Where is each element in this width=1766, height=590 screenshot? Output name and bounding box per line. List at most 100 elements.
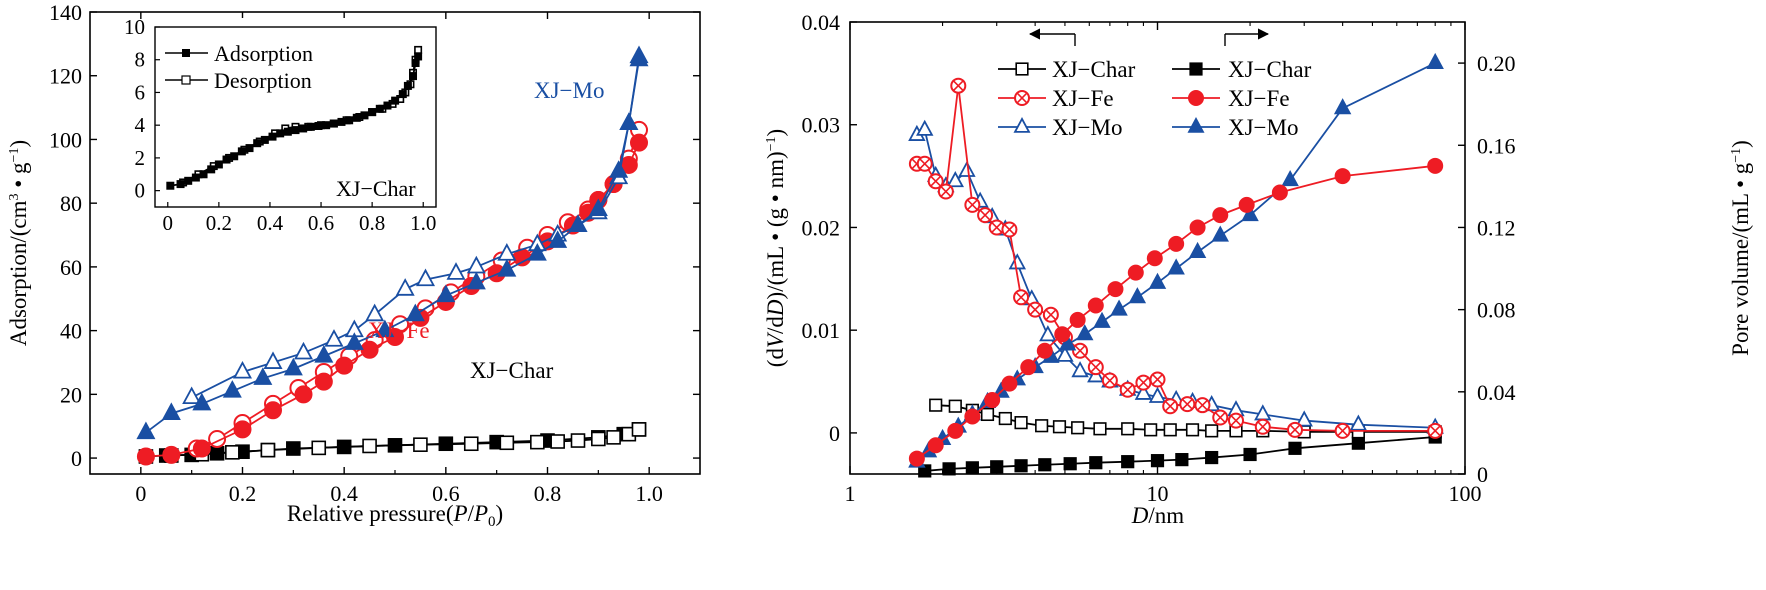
inset-legend-desorption: Desorption bbox=[214, 68, 312, 93]
right-char-dVdD-point-3 bbox=[980, 407, 995, 422]
right-mo-porevolume-point-20 bbox=[1281, 170, 1299, 187]
left-mo-adsorption-point-5 bbox=[283, 357, 303, 376]
left-char-desorption-point-2 bbox=[225, 445, 240, 460]
right-y-tick-label: 0 bbox=[829, 421, 840, 446]
inset-adsorption-point-26 bbox=[368, 108, 377, 117]
left-mo-adsorption-point-18 bbox=[619, 112, 639, 131]
inset-adsorption-point-1 bbox=[176, 180, 185, 189]
right-mo-dVdD-point-18 bbox=[1148, 386, 1167, 403]
left-mo-adsorption-point-4 bbox=[253, 367, 273, 385]
right-fe-porevolume-point-15 bbox=[1189, 219, 1206, 236]
right-fe-dVdD-point-3-cross bbox=[940, 186, 952, 197]
right-char-dVdD-point-12 bbox=[1163, 423, 1177, 437]
left-mo-adsorption-point-2 bbox=[192, 392, 212, 411]
inset-adsorption-point-8 bbox=[230, 152, 239, 161]
right-y-axis-label: (dV/dD)/(mL • (g • nm)−1) bbox=[763, 129, 788, 367]
right-fe-dVdD-point-2-cross bbox=[930, 175, 942, 187]
right-mo-dVdD-point-4 bbox=[946, 171, 965, 188]
right-fe-porevolume-point-18 bbox=[1271, 184, 1288, 201]
left-x-tick-label: 0.8 bbox=[534, 481, 562, 506]
right-fe-porevolume-point-7 bbox=[1036, 342, 1053, 359]
inset-adsorption-point-5 bbox=[207, 165, 216, 174]
right-char-dVdD-point-14 bbox=[1205, 424, 1219, 438]
right-mo-dVdD-point-25 bbox=[1349, 414, 1368, 431]
right-mo-dVdD-point-24 bbox=[1295, 410, 1313, 427]
inset-adsorption-point-20 bbox=[322, 121, 331, 130]
left-mo-desorption-point-4 bbox=[324, 329, 344, 347]
legend-marker-desorption bbox=[181, 75, 191, 85]
inset-adsorption-point-17 bbox=[299, 124, 308, 133]
legend-label-mo-filled: XJ−Mo bbox=[1228, 115, 1298, 140]
right-fe-dVdD-point-19-cross bbox=[1164, 400, 1176, 412]
inset-adsorption-point-3 bbox=[191, 173, 200, 182]
right-fe-porevolume-point-3 bbox=[964, 408, 981, 425]
right-char-porevolume-point-8 bbox=[1121, 455, 1135, 469]
right-fe-dVdD-point-9-cross bbox=[1015, 291, 1027, 303]
inset-adsorption-point-30 bbox=[398, 90, 407, 99]
left-fe-adsorption-point-8 bbox=[360, 340, 379, 359]
left-y-tick-label: 60 bbox=[60, 255, 82, 280]
left-mo-desorption-point-6 bbox=[365, 303, 385, 322]
left-x-axis-label: Relative pressure(P/P0) bbox=[287, 501, 503, 530]
left-x-tick-label: 0.2 bbox=[229, 481, 257, 506]
right-mo-porevolume-point-16 bbox=[1167, 258, 1185, 275]
right-fe-porevolume-point-4 bbox=[984, 392, 1001, 409]
inset-x-tick-label: 1.0 bbox=[410, 211, 436, 235]
right-char-porevolume-point-14 bbox=[1351, 436, 1365, 450]
right-fe-porevolume-point-16 bbox=[1212, 207, 1229, 224]
right-char-dVdD-point-8 bbox=[1071, 421, 1085, 435]
right-fe-dVdD-point-26-cross bbox=[1337, 425, 1348, 437]
right-char-dVdD-point-13 bbox=[1185, 423, 1200, 437]
left-y-tick-label: 0 bbox=[71, 446, 82, 471]
left-mo-adsorption-point-17 bbox=[609, 160, 629, 178]
right-mo-dVdD-point-17 bbox=[1134, 383, 1153, 400]
right-fe-dVdD-point-1-cross bbox=[919, 158, 931, 170]
right-fe-porevolume-point-5 bbox=[1001, 375, 1018, 392]
right-char-dVdD-point-6 bbox=[1035, 419, 1049, 433]
legend-marker-adsorption bbox=[182, 49, 190, 57]
left-fe-adsorption-point-0 bbox=[136, 447, 155, 466]
left-y-tick-label: 100 bbox=[49, 127, 82, 152]
inset-adsorption-point-34 bbox=[414, 52, 423, 61]
right-fe-porevolume-point-10 bbox=[1087, 297, 1104, 314]
right-char-dVdD-point-11 bbox=[1144, 423, 1158, 437]
right-fe-dVdD-point-6-cross bbox=[979, 209, 991, 221]
left-x-tick-label: 0 bbox=[135, 481, 146, 506]
left-annotation-fe: XJ−Fe bbox=[368, 318, 430, 343]
right-mo-porevolume-point-10 bbox=[1058, 334, 1077, 351]
right-mo-porevolume-point-6 bbox=[992, 381, 1010, 398]
right-y2-tick-label: 0.16 bbox=[1477, 133, 1516, 158]
left-char-desorption-point-8 bbox=[499, 435, 515, 451]
left-fe-adsorption-point-5 bbox=[294, 385, 313, 404]
legend-label-char-filled: XJ−Char bbox=[1228, 57, 1312, 82]
right-fe-dVdD-point-23-cross bbox=[1230, 415, 1242, 426]
right-mo-dVdD-point-11 bbox=[1039, 325, 1057, 342]
left-y-tick-label: 80 bbox=[60, 191, 82, 216]
left-fe-adsorption-point-2 bbox=[192, 439, 211, 458]
left-char-desorption-point-15 bbox=[631, 422, 647, 437]
right-mo-porevolume-point-18 bbox=[1211, 225, 1229, 242]
inset-y-tick-label: 2 bbox=[135, 146, 146, 170]
legend-marker-3 bbox=[1189, 62, 1203, 76]
left-char-desorption-point-12 bbox=[591, 431, 606, 447]
left-mo-desorption-point-8 bbox=[415, 268, 436, 287]
right-fe-dVdD-point-5-cross bbox=[967, 199, 978, 211]
right-char-dVdD-point-9 bbox=[1093, 422, 1107, 436]
right-fe-dVdD-point-13-cross bbox=[1074, 345, 1086, 357]
inset-adsorption-point-15 bbox=[283, 127, 292, 136]
inset-x-tick-label: 0.8 bbox=[359, 211, 385, 235]
right-fe-dVdD-point-17-cross bbox=[1138, 377, 1149, 388]
right-fe-porevolume-point-9 bbox=[1069, 311, 1086, 328]
left-mo-adsorption-point-0 bbox=[136, 421, 156, 440]
right-char-porevolume-point-11 bbox=[1205, 450, 1219, 465]
inset-plot-data bbox=[166, 45, 423, 190]
right-char-porevolume-point-1 bbox=[942, 462, 956, 476]
left-mo-desorption-point-0 bbox=[182, 386, 202, 405]
inset-adsorption-point-33 bbox=[411, 58, 420, 67]
right-fe-porevolume-point-0 bbox=[908, 450, 925, 467]
left-mo-adsorption-point-8 bbox=[375, 319, 395, 338]
right-mo-dVdD-point-13 bbox=[1071, 361, 1089, 378]
left-x-tick-label: 0.4 bbox=[330, 481, 358, 506]
left-mo-adsorption-point-16 bbox=[588, 198, 608, 217]
inset-x-tick-label: 0.4 bbox=[257, 211, 284, 235]
